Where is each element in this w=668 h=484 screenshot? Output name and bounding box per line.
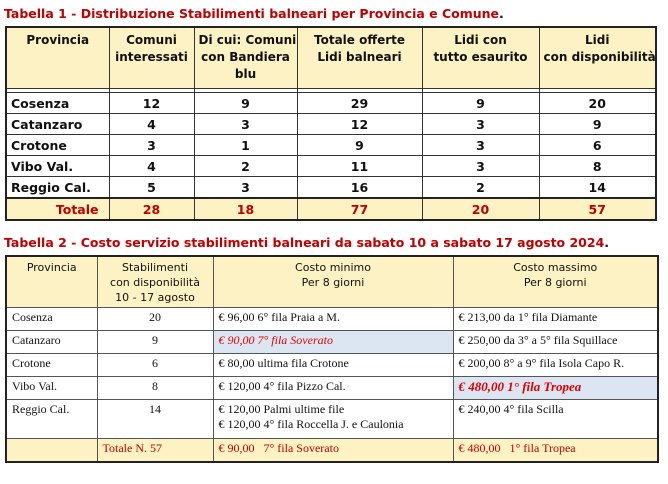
total-row: Totale N. 57 € 90,00 7° fila Soverato € … xyxy=(5,438,659,463)
total-row: Totale 28 18 77 20 57 xyxy=(5,197,657,221)
table-row: Crotone 6 € 80,00 ultima fila Crotone € … xyxy=(5,353,659,377)
total-label: Totale N. 57 xyxy=(96,438,214,463)
cell-costo-massimo: € 250,00 da 3° a 5° fila Squillace xyxy=(452,330,659,354)
cell-comuni: 4 xyxy=(108,113,195,135)
cell-esaurito: 2 xyxy=(421,176,540,199)
cell-costo-minimo: € 90,00 7° fila Soverato xyxy=(212,330,454,354)
total-bandiera: 18 xyxy=(193,197,298,221)
cell-esaurito: 3 xyxy=(421,113,540,135)
cell-costo-massimo: € 480,00 1° fila Tropea xyxy=(452,376,659,400)
table-row: Catanzaro 4 3 12 3 9 xyxy=(5,113,657,135)
cell-costo-massimo: € 213,00 da 1° fila Diamante xyxy=(452,307,659,331)
cell-costo-massimo: € 240,00 4° fila Scilla xyxy=(452,399,659,439)
cell-bandiera: 9 xyxy=(193,92,298,114)
total-empty xyxy=(5,438,98,463)
cell-bandiera: 3 xyxy=(193,113,298,135)
header-costo-massimo: Costo massimo Per 8 giorni xyxy=(452,255,659,308)
province-distribution-table: Provincia Comuni interessati Di cui: Comu… xyxy=(5,26,657,221)
cell-comuni: 5 xyxy=(108,176,195,199)
header-comuni-interessati: Comuni interessati xyxy=(108,26,195,89)
header-costo-minimo: Costo minimo Per 8 giorni xyxy=(212,255,454,308)
cell-stabilimenti: 8 xyxy=(96,376,214,400)
cell-comuni: 4 xyxy=(108,155,195,177)
cell-costo-minimo: € 80,00 ultima fila Crotone xyxy=(212,353,454,377)
table-header-row: Provincia Stabilimenti con disponibilità 1… xyxy=(5,255,659,308)
cell-provincia: Vibo Val. xyxy=(5,155,110,177)
cell-offerte: 9 xyxy=(296,134,423,156)
total-costo-minimo: € 90,00 7° fila Soverato xyxy=(212,438,454,463)
total-disponibilita: 57 xyxy=(538,197,657,221)
cell-disponibilita: 20 xyxy=(538,92,657,114)
cost-table: Provincia Stabilimenti con disponibilità 1… xyxy=(5,255,659,463)
cell-disponibilita: 8 xyxy=(538,155,657,177)
total-offerte: 77 xyxy=(296,197,423,221)
table-row: Cosenza 20 € 96,00 6° fila Praia a M. € … xyxy=(5,307,659,331)
header-stabilimenti: Stabilimenti con disponibilità 10 - 17 ago… xyxy=(96,255,214,308)
total-esaurito: 20 xyxy=(421,197,540,221)
cell-esaurito: 3 xyxy=(421,155,540,177)
cell-stabilimenti: 6 xyxy=(96,353,214,377)
table1-caption: Tabella 1 - Distribuzione Stabilimenti b… xyxy=(4,6,504,21)
table-row: Catanzaro 9 € 90,00 7° fila Soverato € 2… xyxy=(5,330,659,354)
cell-disponibilita: 6 xyxy=(538,134,657,156)
cell-costo-massimo: € 200,00 8° a 9° fila Isola Capo R. xyxy=(452,353,659,377)
table-row: Reggio Cal. 14 € 120,00 Palmi ultime fil… xyxy=(5,399,659,439)
cell-costo-minimo: € 120,00 Palmi ultime file € 120,00 4° fi… xyxy=(212,399,454,439)
cell-stabilimenti: 14 xyxy=(96,399,214,439)
header-lidi-esaurito: Lidi con tutto esaurito xyxy=(421,26,540,89)
table-row: Crotone 3 1 9 3 6 xyxy=(5,134,657,156)
cell-provincia: Crotone xyxy=(5,134,110,156)
cell-bandiera: 1 xyxy=(193,134,298,156)
cell-bandiera: 2 xyxy=(193,155,298,177)
total-label: Totale xyxy=(5,197,110,221)
cell-provincia: Reggio Cal. xyxy=(5,176,110,199)
cell-bandiera: 3 xyxy=(193,176,298,199)
cell-provincia: Reggio Cal. xyxy=(5,399,98,439)
cell-provincia: Cosenza xyxy=(5,92,110,114)
cell-offerte: 29 xyxy=(296,92,423,114)
cell-provincia: Catanzaro xyxy=(5,330,98,354)
cell-comuni: 3 xyxy=(108,134,195,156)
cell-disponibilita: 14 xyxy=(538,176,657,199)
cell-provincia: Crotone xyxy=(5,353,98,377)
table-row: Vibo Val. 8 € 120,00 4° fila Pizzo Cal. … xyxy=(5,376,659,400)
cell-stabilimenti: 9 xyxy=(96,330,214,354)
table-header-row: Provincia Comuni interessati Di cui: Comu… xyxy=(5,26,657,89)
table-row: Cosenza 12 9 29 9 20 xyxy=(5,92,657,114)
table-row: Reggio Cal. 5 3 16 2 14 xyxy=(5,176,657,199)
table-row: Vibo Val. 4 2 11 3 8 xyxy=(5,155,657,177)
cell-comuni: 12 xyxy=(108,92,195,114)
table2-caption: Tabella 2 - Costo servizio stabilimenti … xyxy=(4,235,610,250)
header-provincia: Provincia xyxy=(5,255,98,308)
cell-esaurito: 3 xyxy=(421,134,540,156)
cell-esaurito: 9 xyxy=(421,92,540,114)
cell-provincia: Vibo Val. xyxy=(5,376,98,400)
header-bandiera-blu: Di cui: Comuni con Bandiera blu xyxy=(193,26,298,89)
cell-costo-minimo: € 120,00 4° fila Pizzo Cal. xyxy=(212,376,454,400)
cell-offerte: 12 xyxy=(296,113,423,135)
cell-stabilimenti: 20 xyxy=(96,307,214,331)
cell-disponibilita: 9 xyxy=(538,113,657,135)
total-comuni: 28 xyxy=(108,197,195,221)
cell-provincia: Catanzaro xyxy=(5,113,110,135)
cell-offerte: 11 xyxy=(296,155,423,177)
cell-costo-minimo: € 96,00 6° fila Praia a M. xyxy=(212,307,454,331)
header-lidi-disponibilita: Lidi con disponibilità xyxy=(538,26,657,89)
header-totale-offerte: Totale offerte Lidi balneari xyxy=(296,26,423,89)
cell-offerte: 16 xyxy=(296,176,423,199)
cell-provincia: Cosenza xyxy=(5,307,98,331)
total-costo-massimo: € 480,00 1° fila Tropea xyxy=(452,438,659,463)
header-provincia: Provincia xyxy=(5,26,110,89)
